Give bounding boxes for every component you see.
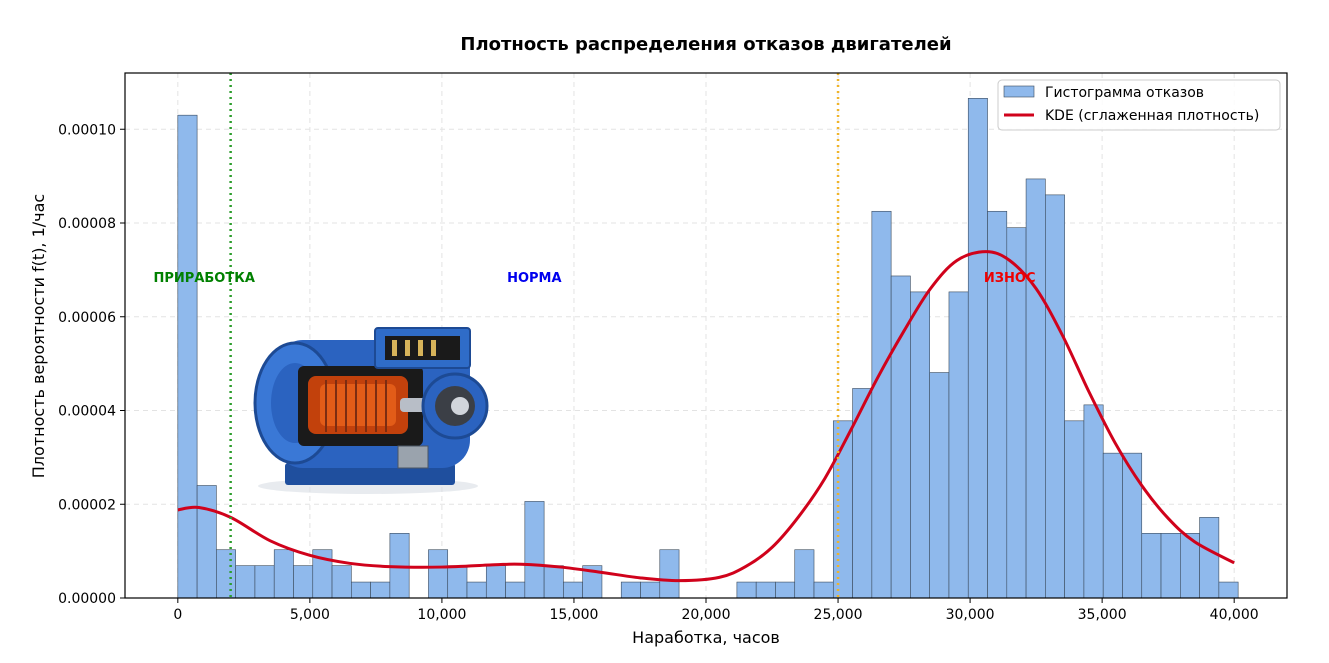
histogram-bar — [1102, 452, 1123, 599]
histogram-bar — [543, 565, 564, 599]
y-tick-label: 0.00000 — [58, 591, 116, 607]
histogram-bar — [1083, 404, 1104, 599]
histogram-bar — [273, 549, 294, 599]
x-tick-label: 5,000 — [290, 607, 330, 623]
electric-motor-cutaway-icon — [253, 327, 489, 494]
histogram-bar — [370, 581, 391, 599]
histogram-bar — [775, 581, 796, 599]
histogram-bar — [871, 210, 892, 599]
histogram-bar — [351, 581, 371, 599]
histogram-bar — [466, 581, 487, 599]
histogram-bar — [640, 581, 661, 599]
histogram-bar — [293, 565, 314, 599]
histogram-bar — [1045, 194, 1065, 599]
legend-histogram-swatch — [1003, 85, 1035, 98]
histogram-bar — [1160, 533, 1181, 599]
histogram-bar — [620, 581, 641, 599]
histogram-bar — [1025, 178, 1046, 599]
x-tick-label: 30,000 — [946, 607, 995, 623]
legend-histogram-label: Гистограмма отказов — [1045, 85, 1204, 101]
chart-title: Плотность распределения отказов двигател… — [460, 34, 951, 55]
y-axis-ticks: 0.00000 0.00002 0.00004 0.00006 0.00008 0.000… — [58, 122, 125, 607]
phase-label: ПРИРАБОТКА — [154, 271, 255, 286]
histogram-bar — [428, 549, 449, 599]
legend-kde-label: KDE (сглаженная плотность) — [1045, 108, 1259, 124]
histogram-bar — [505, 581, 526, 599]
histogram-bar — [736, 581, 757, 599]
x-tick-label: 20,000 — [682, 607, 731, 623]
phase-label: ИЗНОС — [984, 271, 1036, 286]
y-tick-label: 0.00006 — [58, 310, 116, 326]
phase-annotations: ПРИРАБОТКА НОРМА ИЗНОС — [154, 271, 1036, 286]
histogram-bar — [563, 581, 583, 599]
phase-label: НОРМА — [507, 271, 561, 286]
histogram-bar — [1141, 533, 1162, 599]
histogram-bar — [235, 565, 256, 599]
histogram-bar — [254, 565, 275, 599]
y-tick-label: 0.00004 — [58, 404, 116, 420]
x-axis-ticks: 0 5,000 10,000 15,000 20,000 25,000 30,000 35,0… — [173, 598, 1259, 623]
histogram-bar — [1064, 420, 1085, 599]
histogram-bar — [755, 581, 776, 599]
legend: Гистограмма отказов KDE (сглаженная плот… — [997, 79, 1281, 131]
histogram-bar — [948, 291, 969, 599]
x-tick-label: 10,000 — [417, 607, 466, 623]
histogram-bar — [659, 549, 680, 599]
y-tick-label: 0.00002 — [58, 497, 116, 513]
histogram-bar — [196, 485, 217, 599]
histogram-bar — [1122, 452, 1143, 599]
kde-curve — [177, 250, 1235, 583]
histogram-bar — [929, 372, 950, 599]
histogram-bar — [524, 501, 545, 599]
histogram-bar — [331, 565, 352, 599]
histogram-bar — [1199, 517, 1220, 599]
y-tick-label: 0.00010 — [58, 122, 116, 138]
x-tick-label: 40,000 — [1210, 607, 1259, 623]
histogram-bar — [216, 549, 236, 599]
kde-line — [177, 250, 1235, 583]
histogram-bar — [794, 549, 815, 599]
histogram-bars — [177, 98, 1239, 599]
histogram-bar — [987, 210, 1008, 599]
y-axis-label: Плотность вероятности f(t), 1/час — [29, 194, 48, 478]
histogram-bar — [177, 114, 198, 599]
histogram-bar — [813, 581, 834, 599]
histogram-bar — [447, 565, 468, 599]
x-tick-label: 35,000 — [1078, 607, 1127, 623]
histogram-bar — [910, 291, 930, 599]
x-tick-label: 25,000 — [814, 607, 863, 623]
x-tick-label: 15,000 — [549, 607, 598, 623]
histogram-bar — [485, 565, 506, 599]
histogram-bar — [1218, 581, 1239, 599]
x-axis-label: Наработка, часов — [632, 628, 780, 647]
histogram-bar — [967, 98, 988, 599]
y-tick-label: 0.00008 — [58, 216, 116, 232]
x-tick-label: 0 — [173, 607, 182, 623]
